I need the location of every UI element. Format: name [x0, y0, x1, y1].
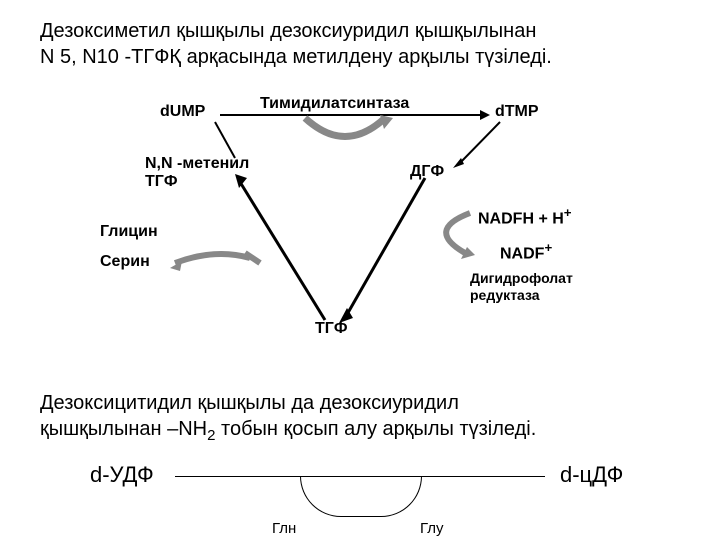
curved-arrow-left: [170, 223, 270, 273]
label-reductase2: редуктаза: [470, 287, 540, 303]
label-glu: Глу: [420, 520, 444, 537]
curved-arrow-right: [395, 205, 495, 265]
label-dcdf: d-цДФ: [560, 462, 623, 488]
mid-line2b: тобын қосып алу арқылы түзіледі.: [215, 418, 536, 440]
cycle-diagram: dUMP Тимидилатсинтаза dTMP N,N -метенил …: [100, 95, 620, 365]
label-gln: Глн: [272, 520, 296, 537]
mid-line2a: қышқылынан –NH: [40, 418, 207, 440]
label-dump: dUMP: [160, 103, 205, 121]
arrow-down-left: [210, 120, 250, 170]
mid-line1: Дезоксицитидил қышқылы да дезоксиуридил: [40, 392, 459, 414]
label-dtmp: dTMP: [495, 103, 539, 121]
curved-arrow-top: [295, 115, 395, 155]
label-glycine: Глицин: [100, 223, 158, 241]
top-paragraph: Дезоксиметил қышқылы дезоксиуридил қышқы…: [40, 18, 680, 70]
label-dudf: d-УДФ: [90, 462, 154, 488]
bottom-curve: [300, 476, 422, 517]
label-nadp: NADF+: [500, 240, 552, 263]
top-line1: Дезоксиметил қышқылы дезоксиуридил қышқы…: [40, 20, 536, 42]
top-line2: N 5, N10 -ТГФҚ арқасында метилдену арқыл…: [40, 46, 552, 68]
mid-paragraph: Дезоксицитидил қышқылы да дезоксиуридил …: [40, 390, 680, 446]
arrow-down-right: [450, 120, 510, 175]
label-reductase1: Дигидрофолат: [470, 270, 573, 286]
label-metenil2: ТГФ: [145, 173, 178, 191]
label-serine: Серин: [100, 253, 150, 271]
